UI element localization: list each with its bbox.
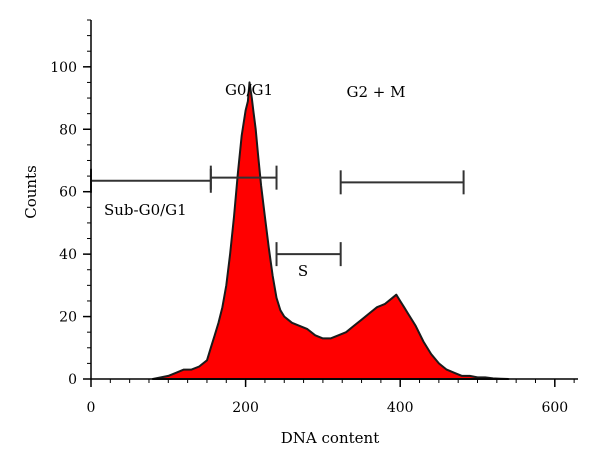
x-tick-label: 0 bbox=[87, 400, 96, 416]
gate-label-0: Sub-G0/G1 bbox=[104, 201, 187, 219]
gate-label-3: G2 + M bbox=[347, 83, 406, 101]
gate-label-2: S bbox=[298, 262, 308, 280]
y-tick-label: 100 bbox=[50, 60, 77, 76]
x-tick-label: 400 bbox=[387, 400, 414, 416]
gate-markers: Sub-G0/G1 G0/G1 S G2 + M bbox=[90, 81, 465, 280]
plot-area bbox=[151, 81, 510, 380]
y-tick-label: 80 bbox=[59, 122, 77, 138]
x-tick-label: 600 bbox=[541, 400, 568, 416]
gate-label-1: G0/G1 bbox=[225, 81, 273, 99]
y-axis-label: Counts bbox=[22, 165, 40, 219]
histogram-area-0 bbox=[151, 81, 510, 380]
axes: 0 20 40 60 80 100 0 200 400 600 bbox=[50, 19, 578, 416]
x-axis-label: DNA content bbox=[281, 429, 379, 447]
y-tick-label: 60 bbox=[59, 185, 77, 201]
y-tick-label: 20 bbox=[59, 310, 77, 326]
y-tick-label: 40 bbox=[59, 247, 77, 263]
y-tick-label: 0 bbox=[68, 372, 77, 388]
x-tick-label: 200 bbox=[232, 400, 259, 416]
